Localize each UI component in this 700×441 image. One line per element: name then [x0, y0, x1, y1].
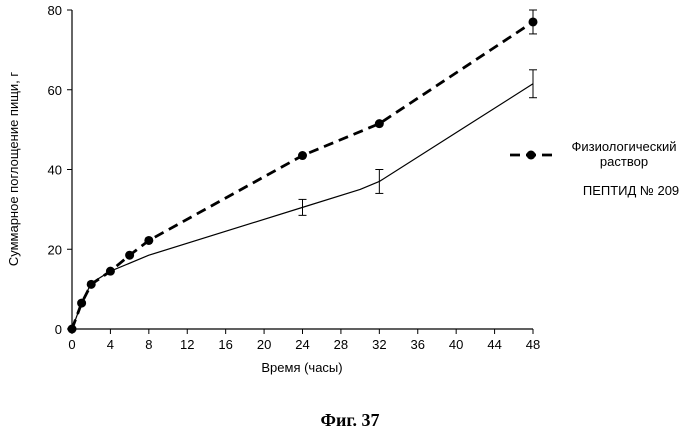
y-axis-title: Суммарное поглощение пищи, г	[6, 72, 21, 267]
data-point	[298, 151, 307, 160]
legend-label: раствор	[600, 154, 648, 169]
legend-entry-1: Физиологическийраствор	[510, 139, 677, 169]
x-tick-label: 16	[218, 337, 232, 352]
data-point	[529, 17, 538, 26]
data-point	[125, 251, 134, 260]
legend-marker	[527, 151, 536, 160]
series-1	[68, 10, 538, 334]
x-tick-label: 4	[107, 337, 114, 352]
legend: Физиологическийраствор ПЕПТИД № 209	[510, 139, 679, 198]
series-layer	[68, 10, 538, 334]
x-tick-label: 12	[180, 337, 194, 352]
x-tick-label: 44	[487, 337, 501, 352]
y-tick-label: 20	[48, 242, 62, 257]
legend-label: ПЕПТИД № 209	[583, 183, 679, 198]
x-tick-label: 36	[411, 337, 425, 352]
x-tick-label: 24	[295, 337, 309, 352]
data-point	[375, 119, 384, 128]
series-2	[72, 70, 537, 329]
x-tick-label: 8	[145, 337, 152, 352]
y-tick-label: 0	[55, 322, 62, 337]
legend-entry-2: ПЕПТИД № 209	[583, 183, 679, 198]
series-line	[72, 22, 533, 329]
axes: 04812162024283236404448020406080	[48, 3, 541, 352]
y-tick-label: 80	[48, 3, 62, 18]
y-tick-label: 40	[48, 163, 62, 178]
y-tick-label: 60	[48, 83, 62, 98]
x-tick-label: 48	[526, 337, 540, 352]
x-tick-label: 28	[334, 337, 348, 352]
figure-caption: Фиг. 37	[0, 410, 700, 431]
x-axis-title: Время (часы)	[261, 360, 342, 375]
x-tick-label: 40	[449, 337, 463, 352]
x-tick-label: 32	[372, 337, 386, 352]
x-tick-label: 20	[257, 337, 271, 352]
legend-label: Физиологический	[572, 139, 677, 154]
data-point	[144, 236, 153, 245]
x-tick-label: 0	[68, 337, 75, 352]
